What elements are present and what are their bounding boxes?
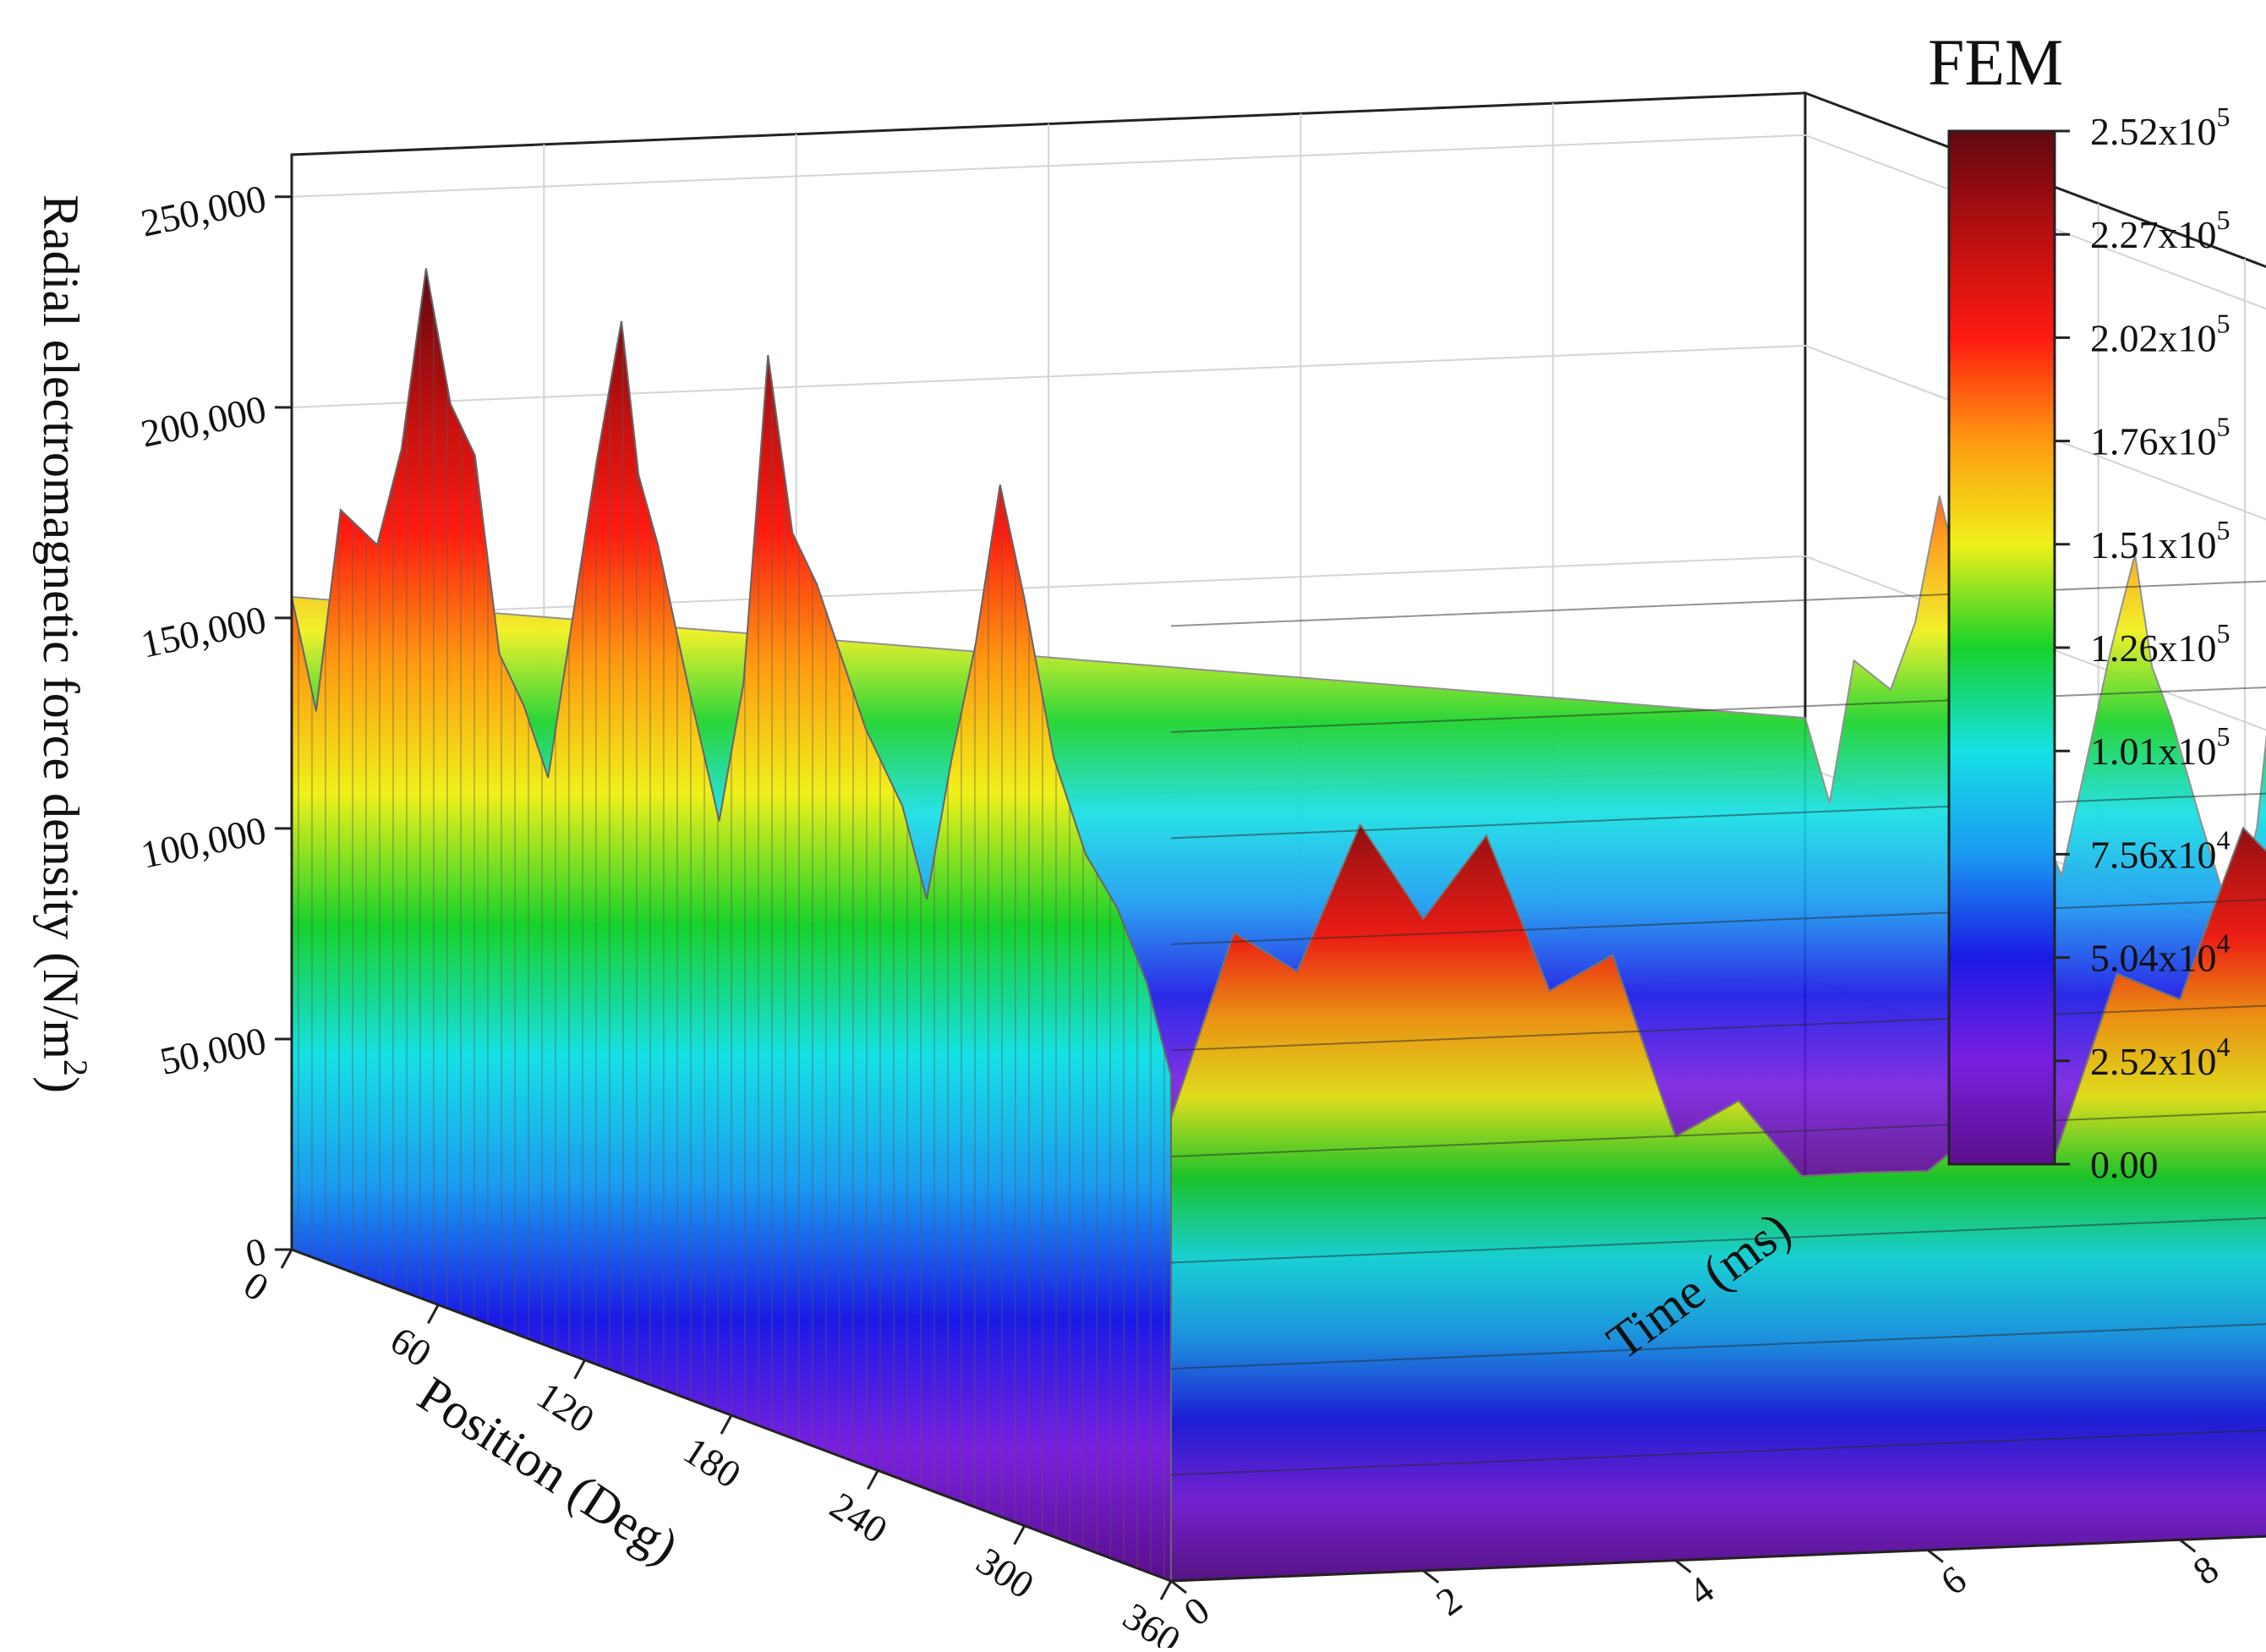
y-tick-label: 8 [2185, 1547, 2226, 1594]
contour-line [1170, 580, 2266, 627]
x-tick [867, 1469, 879, 1491]
x-tick [1013, 1524, 1026, 1545]
x-tick [280, 1249, 293, 1269]
z-axis-title-sup: 2 [57, 1059, 95, 1076]
contour-line [1170, 687, 2266, 733]
x-tick [1159, 1580, 1173, 1600]
y-tick [1927, 1549, 1944, 1563]
x-tick-label: 180 [676, 1429, 749, 1496]
colorbar-label: 1.01x105 [2090, 721, 2230, 773]
contour-line [1170, 899, 2266, 945]
colorbar-label: 0.00 [2090, 1143, 2159, 1186]
colorbar-label: 2.52x104 [2090, 1031, 2230, 1083]
z-tick-label: 50,000 [156, 1019, 270, 1083]
x-tick-label: 300 [969, 1539, 1042, 1606]
colorbar-label: 2.52x105 [2090, 101, 2230, 153]
z-tick-label: 100,000 [137, 808, 270, 877]
z-tick-label: 200,000 [137, 387, 270, 456]
x-tick-label: 60 [383, 1318, 439, 1376]
x-tick-label: 240 [823, 1484, 895, 1551]
contour-line [1170, 1323, 2266, 1370]
colorbar-label: 2.02x105 [2090, 308, 2230, 359]
z-axis-title-end: ) [33, 1076, 89, 1093]
z-tick-label: 0 [242, 1229, 270, 1276]
z-axis-title: Radial electromagnetic force density (N/… [33, 194, 95, 1093]
z-axis-title-main: Radial electromagnetic force density (N/… [33, 194, 89, 1059]
z-tick-label: 150,000 [137, 598, 270, 666]
surface-right-face-texture [1171, 824, 2266, 1581]
contour-line [1170, 1004, 2266, 1052]
colorbar [1947, 129, 2056, 1166]
y-tick-label: 6 [1933, 1557, 1974, 1604]
contour-line [1170, 1217, 2266, 1264]
colorbar-label: 1.51x105 [2090, 515, 2230, 566]
legend-title: FEM [1928, 25, 2063, 99]
y-tick [2179, 1539, 2197, 1553]
colorbar-label: 2.27x105 [2090, 205, 2230, 256]
surface-plot [290, 268, 2266, 1583]
contour-line [1170, 1429, 2266, 1476]
z-tick-label: 250,000 [137, 177, 270, 245]
contour-line [1170, 792, 2266, 840]
x-tick [573, 1359, 586, 1380]
x-tick [720, 1414, 733, 1435]
colorbar-label: 5.04x104 [2090, 928, 2230, 980]
y-tick [1674, 1559, 1692, 1573]
surface-front-face-stripes [292, 268, 1171, 1582]
colorbar-label: 1.26x105 [2090, 618, 2230, 670]
y-tick-label: 2 [1428, 1578, 1470, 1624]
contour-line [1170, 1111, 2266, 1157]
y-tick [1170, 1579, 1187, 1595]
colorbar-label: 1.76x105 [2090, 412, 2230, 463]
colorbar-label: 7.56x104 [2090, 824, 2230, 876]
y-tick [1422, 1569, 1440, 1584]
y-tick-label: 4 [1681, 1567, 1722, 1614]
x-tick [427, 1304, 440, 1325]
colorbar-labels: 0.00 2.52x104 5.04x104 7.56x104 1.01x105 1.26… [2055, 101, 2230, 1186]
